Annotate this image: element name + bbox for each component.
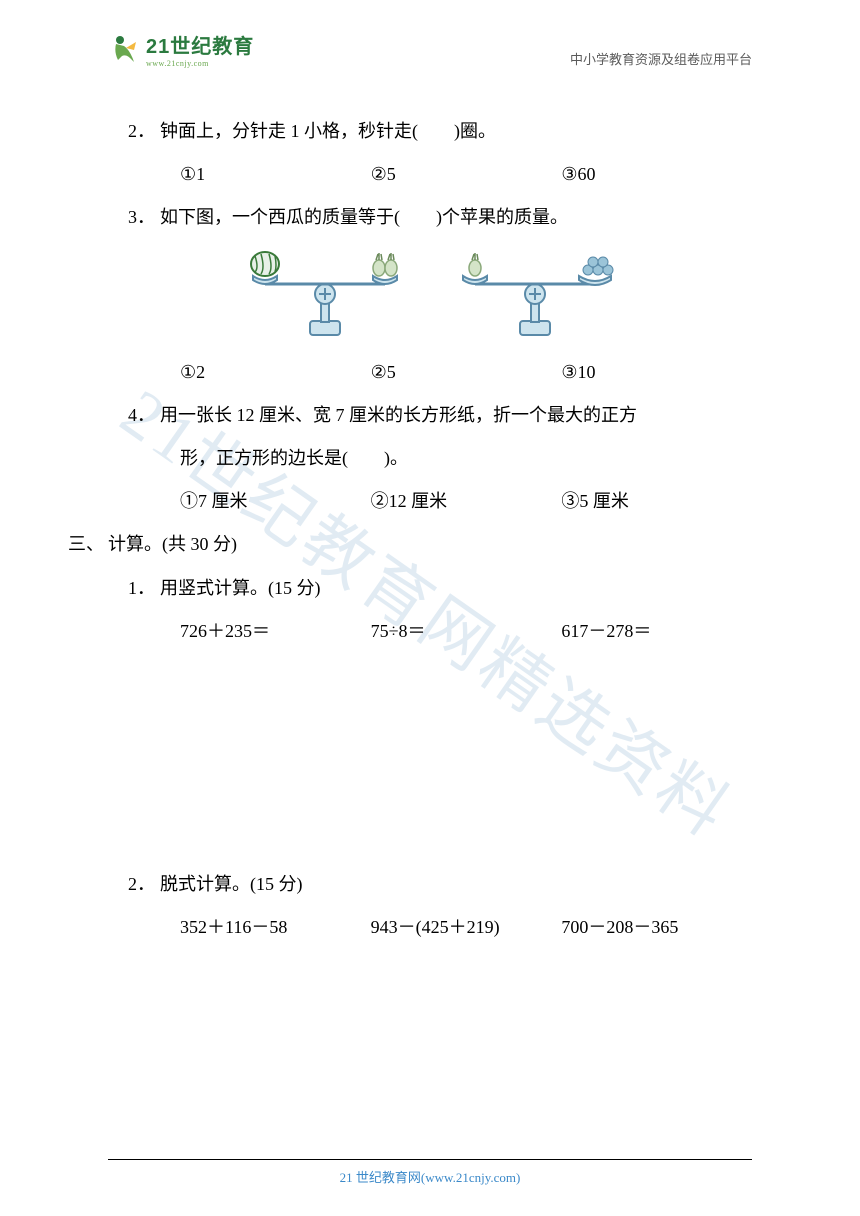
logo-text: 21世纪教育 www.21cnjy.com [146,30,254,68]
option-a: ①1 [180,153,371,196]
option-a: ①2 [180,351,371,394]
question-text: 如下图，一个西瓜的质量等于( )个苹果的质量。 [160,196,752,239]
question-text: 用一张长 12 厘米、宽 7 厘米的长方形纸，折一个最大的正方 [160,394,752,437]
option-b: ②5 [371,351,562,394]
page-footer: 21 世纪教育网(www.21cnjy.com) [0,1167,860,1186]
section-number: 三、 [68,523,108,566]
logo-block: 21世纪教育 www.21cnjy.com [108,30,254,68]
balance-left-icon [235,246,415,341]
content-area: 2． 钟面上，分针走 1 小格，秒针走( )圈。 ①1 ②5 ③60 3． 如下… [108,110,752,949]
workspace-blank [108,653,752,863]
question-4-options: ①7 厘米 ②12 厘米 ③5 厘米 [108,480,752,523]
question-3: 3． 如下图，一个西瓜的质量等于( )个苹果的质量。 [108,196,752,239]
calc-item: 352＋116－58 [180,906,371,949]
section-3-header: 三、 计算。(共 30 分) [68,523,752,566]
question-text: 钟面上，分针走 1 小格，秒针走( )圈。 [160,110,752,153]
question-2: 2． 钟面上，分针走 1 小格，秒针走( )圈。 [108,110,752,153]
question-4-line2: 形，正方形的边长是( )。 [108,437,752,480]
sub-question-number: 1． [128,567,160,610]
question-number: 4． [108,394,160,437]
option-b: ②12 厘米 [371,480,562,523]
calc-item: 700－208－365 [561,906,752,949]
option-b: ②5 [371,153,562,196]
footer-divider [108,1159,752,1160]
calc-item: 75÷8＝ [371,610,562,653]
option-c: ③5 厘米 [561,480,752,523]
logo-icon [108,32,142,66]
question-4: 4． 用一张长 12 厘米、宽 7 厘米的长方形纸，折一个最大的正方 [108,394,752,437]
sub-question-title: 脱式计算。(15 分) [160,863,752,906]
section-title: 计算。(共 30 分) [108,523,752,566]
sub-question-title: 用竖式计算。(15 分) [160,567,752,610]
question-3-options: ①2 ②5 ③10 [108,351,752,394]
calc-item: 943－(425＋219) [371,906,562,949]
calc-row-1: 726＋235＝ 75÷8＝ 617－278＝ [108,610,752,653]
logo-sub-text: www.21cnjy.com [146,59,254,68]
balance-illustration [108,246,752,341]
header-platform-text: 中小学教育资源及组卷应用平台 [570,49,752,68]
sub-question-2: 2． 脱式计算。(15 分) [108,863,752,906]
question-number: 3． [108,196,160,239]
question-number: 2． [108,110,160,153]
balance-right-icon [445,246,625,341]
question-2-options: ①1 ②5 ③60 [108,153,752,196]
logo-main-text: 21世纪教育 [146,30,254,59]
page-header: 21世纪教育 www.21cnjy.com 中小学教育资源及组卷应用平台 [0,30,860,68]
option-c: ③10 [561,351,752,394]
sub-question-1: 1． 用竖式计算。(15 分) [108,567,752,610]
calc-item: 617－278＝ [561,610,752,653]
sub-question-number: 2． [128,863,160,906]
option-c: ③60 [561,153,752,196]
calc-row-2: 352＋116－58 943－(425＋219) 700－208－365 [108,906,752,949]
option-a: ①7 厘米 [180,480,371,523]
calc-item: 726＋235＝ [180,610,371,653]
